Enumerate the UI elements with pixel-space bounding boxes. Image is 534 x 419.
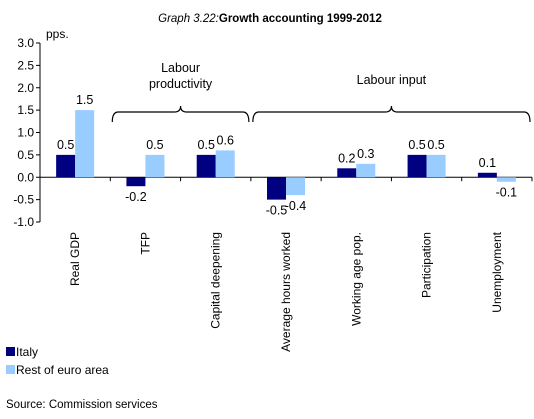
bar-italy [56, 154, 76, 178]
legend-swatch [6, 365, 15, 374]
category-label: Participation [420, 232, 434, 298]
data-labels: 0.51.5-0.20.5 0.5 0.6-0.5-0.40.2 0.30.5 0.50… [57, 93, 517, 218]
chart-title-prefix: Graph 3.22: [158, 13, 219, 25]
data-label: -0.5 [266, 204, 288, 218]
group-bracket [111, 105, 250, 123]
chart-title-main: Growth accounting 1999-2012 [219, 13, 382, 25]
category-label: Unemployment [490, 231, 504, 312]
group-label: Labour [161, 61, 200, 75]
y-tick-label: -1.0 [13, 215, 34, 229]
bar-rest-of-euro-area [356, 163, 376, 178]
data-label: -0.2 [125, 190, 147, 204]
y-tick-label: 1.0 [17, 126, 34, 140]
data-label: 0.5 [146, 138, 163, 152]
y-tick-label: 1.5 [17, 103, 34, 117]
category-label: TFP [138, 232, 152, 255]
bar-italy [267, 177, 286, 200]
bar-italy [477, 172, 497, 178]
y-tick-label: 2.0 [17, 81, 34, 95]
y-tick-label: 0.5 [17, 148, 34, 162]
y-tick-label: 0.0 [17, 170, 34, 184]
bar-italy [196, 154, 216, 178]
category-label: Average hours worked [279, 232, 293, 352]
data-label: 0.2 [338, 151, 355, 165]
data-label: 0.6 [217, 133, 234, 147]
group-bracket [252, 105, 531, 123]
data-label: 0.5 [57, 138, 74, 152]
group-label: productivity [149, 77, 213, 91]
bar-rest-of-euro-area [145, 154, 165, 178]
data-label: 1.5 [76, 93, 93, 107]
data-label: 0.1 [479, 156, 496, 170]
bar-rest-of-euro-area [426, 154, 446, 178]
category-labels: Real GDP TFP Capital deepening Average hour… [68, 231, 504, 352]
legend-swatch [6, 347, 15, 356]
data-label: 0.5 [427, 138, 444, 152]
data-label: -0.4 [285, 199, 307, 213]
group-label: Labour input [357, 73, 427, 87]
y-tick-label: -0.5 [13, 193, 34, 207]
data-label: 0.5 [198, 138, 215, 152]
data-label: 0.3 [357, 147, 374, 161]
bar-rest-of-euro-area [215, 150, 235, 178]
category-label: Capital deepening [209, 232, 223, 329]
y-tick-label: 3.0 [17, 36, 34, 50]
bars [56, 110, 516, 200]
axes: -1.0 -0.5 0.0 0.5 1.0 1.5 2.0 2.5 3.0 [13, 36, 533, 229]
bar-rest-of-euro-area [496, 177, 516, 182]
bar-italy [407, 154, 427, 178]
data-label: 0.5 [408, 138, 425, 152]
category-label: Working age pop. [349, 232, 363, 326]
group-brackets: Labour productivity Labour input [111, 61, 531, 123]
data-label: -0.1 [496, 186, 518, 200]
legend-label: Rest of euro area [16, 363, 109, 377]
legend-label: Italy [16, 345, 38, 359]
bar-rest-of-euro-area [286, 177, 305, 196]
chart-title: Graph 3.22:Growth accounting 1999-2012 [158, 13, 382, 25]
bar-rest-of-euro-area [75, 110, 95, 178]
bar-italy [126, 177, 146, 187]
category-label: Real GDP [68, 232, 82, 286]
y-axis-unit: pps. [46, 27, 69, 41]
bar-italy [337, 168, 357, 178]
y-tick-label: 2.5 [17, 58, 34, 72]
legend: Italy Rest of euro area [6, 345, 109, 377]
source-note: Source: Commission services [6, 399, 158, 411]
